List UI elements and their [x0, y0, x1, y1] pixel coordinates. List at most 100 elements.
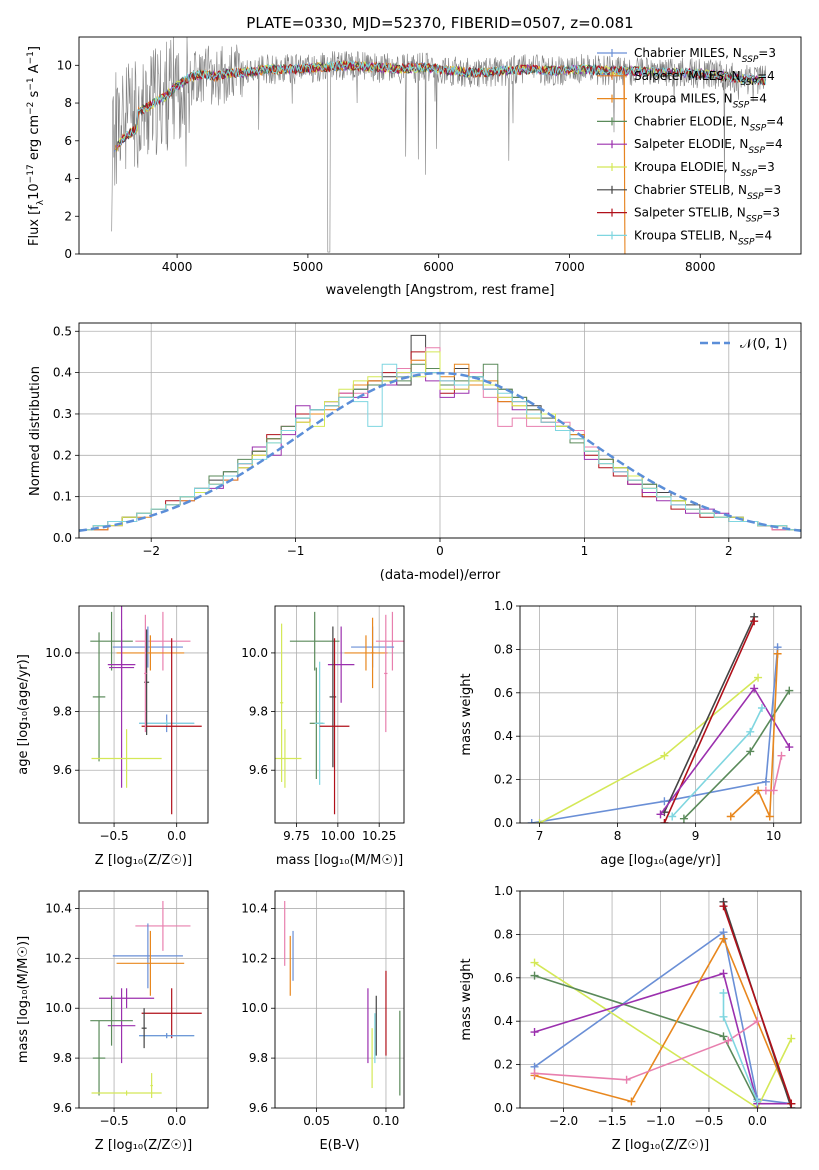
y-tick-label: 0.4: [494, 729, 513, 743]
plus-marker: [765, 812, 774, 821]
y-tick-label: 0.4: [494, 1014, 513, 1028]
panel-spectrum: 4000 5000 6000 7000 8000 0 2 4 6 8 10 wavelength [A…: [26, 36, 802, 298]
axes-frame: [78, 605, 209, 824]
clipped-layer: [79, 334, 801, 533]
x-tick-label: 4000: [162, 260, 193, 274]
x-tick-label: 1: [581, 544, 589, 558]
plus-marker: [787, 1034, 796, 1043]
plus-marker: [785, 686, 794, 695]
y-tick-label: 9.8: [53, 1051, 72, 1065]
legend-entry-label: Kroupa MILES, NSSP=4: [634, 92, 767, 111]
y-tick-label: 0.6: [494, 971, 513, 985]
weight-line: [663, 616, 755, 813]
weight-line: [730, 653, 779, 818]
y-tick-label: 9.6: [53, 763, 72, 777]
axes-frame: [78, 36, 802, 255]
legend-entry-label: Kroupa STELIB, NSSP=4: [634, 228, 772, 247]
plus-marker: [535, 819, 544, 823]
clipped-layer: [90, 606, 202, 815]
clipped-layer: [275, 611, 404, 815]
plot-area: [520, 606, 801, 823]
legend-entry-label: Salpeter STELIB, NSSP=3: [634, 206, 780, 225]
plus-marker: [777, 751, 786, 760]
plus-marker: [726, 812, 735, 821]
x-axis-label: Z [log₁₀(Z/Z☉)]: [95, 853, 192, 868]
plus-marker: [754, 673, 763, 682]
axes-frame: [78, 890, 209, 1109]
y-tick-label: 0.8: [494, 642, 513, 656]
x-axis-label: E(B-V): [319, 1138, 359, 1153]
x-tick-label: 10: [766, 829, 781, 843]
plus-marker: [746, 747, 755, 756]
plus-marker: [724, 1036, 733, 1045]
y-tick-label: 10.0: [241, 1001, 268, 1015]
plus-marker: [753, 1017, 762, 1026]
x-tick-label: 10.25: [362, 829, 396, 843]
panel-residuals: −2 −1 0 1 2 0.0 0.1 0.2 0.3 0.4 0.5 (data-model)/er…: [28, 322, 802, 583]
legend-entry-label: Chabrier ELODIE, NSSP=4: [634, 114, 784, 133]
plus-marker: [660, 797, 669, 806]
panel-age-vs-mass: 9.75 10.00 10.25 9.6 9.8 10.0 mass [log₁₀(M/M☉…: [241, 605, 405, 868]
histogram-series: [79, 363, 801, 531]
x-axis-label: age [log₁₀(age/yr)]: [600, 853, 721, 868]
plus-marker: [754, 786, 763, 795]
plus-marker: [719, 1012, 728, 1021]
x-tick-label: −0.5: [99, 1114, 128, 1128]
y-tick-label: 0.3: [53, 407, 72, 421]
y-tick-label: 0: [64, 247, 72, 261]
x-tick-label: 7: [536, 829, 544, 843]
clipped-layer: [284, 900, 401, 1096]
x-tick-label: −2: [142, 544, 160, 558]
weight-line: [534, 930, 792, 1105]
x-axis-label: wavelength [Angstrom, rest frame]: [326, 283, 555, 298]
plus-marker: [719, 1032, 728, 1041]
axes-frame: [274, 605, 405, 824]
y-tick-label: 10.4: [241, 901, 268, 915]
x-axis-label: (data-model)/error: [380, 568, 501, 583]
panel-mass-vs-z: −0.5 0.0 9.6 9.8 10.0 10.2 10.4 Z [log₁₀(Z/Z☉)]…: [16, 890, 209, 1153]
weight-line: [531, 647, 779, 823]
plus-marker: [719, 988, 728, 997]
weight-line: [534, 1020, 758, 1081]
plus-marker: [679, 814, 688, 823]
x-tick-label: 8000: [685, 260, 716, 274]
y-axis-label: mass [log₁₀(M/M☉)]: [16, 936, 31, 1063]
x-tick-label: −1.5: [597, 1114, 626, 1128]
y-tick-label: 4: [64, 172, 72, 186]
plot-area: [275, 891, 404, 1108]
y-tick-label: 9.6: [53, 1101, 72, 1115]
plus-marker: [787, 1099, 796, 1108]
x-tick-label: 0.0: [167, 829, 186, 843]
y-tick-label: 10: [57, 58, 72, 72]
y-tick-label: 6: [64, 134, 72, 148]
weight-line: [534, 972, 792, 1105]
panel-mass-vs-ebv: 0.05 0.10 9.6 9.8 10.0 10.2 10.4 E(B-V): [241, 890, 405, 1153]
plot-area: [79, 891, 208, 1108]
x-tick-label: −2.0: [549, 1114, 578, 1128]
x-tick-label: 8: [614, 829, 622, 843]
axes-frame: [519, 890, 802, 1109]
plus-marker: [719, 969, 728, 978]
x-tick-label: 9: [692, 829, 700, 843]
plus-marker: [527, 819, 536, 823]
y-tick-label: 0.2: [494, 1058, 513, 1072]
y-tick-label: 9.8: [53, 705, 72, 719]
x-tick-label: 5000: [293, 260, 324, 274]
x-tick-label: 0: [436, 544, 444, 558]
plus-marker: [530, 958, 539, 967]
plus-marker: [530, 1028, 539, 1037]
y-tick-label: 10.2: [45, 951, 72, 965]
plus-marker: [761, 777, 770, 786]
plus-marker: [757, 703, 766, 712]
normal-curve: [79, 371, 801, 533]
y-axis-label: age [log₁₀(age/yr)]: [16, 654, 31, 775]
x-tick-label: −1: [287, 544, 305, 558]
y-tick-label: 0.8: [494, 927, 513, 941]
y-tick-label: 0.4: [53, 366, 72, 380]
x-axis-label: Z [log₁₀(Z/Z☉)]: [612, 1138, 709, 1153]
plus-marker: [750, 684, 759, 693]
x-axis-label: Z [log₁₀(Z/Z☉)]: [95, 1138, 192, 1153]
plot-area: [79, 606, 208, 823]
x-tick-label: 9.75: [283, 829, 310, 843]
